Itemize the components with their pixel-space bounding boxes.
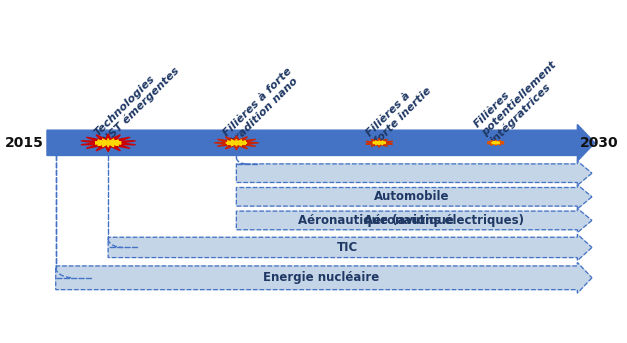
FancyArrow shape — [47, 125, 595, 161]
FancyArrow shape — [56, 262, 592, 293]
Polygon shape — [214, 136, 258, 150]
Text: Filières à
forte inertie: Filières à forte inertie — [364, 77, 433, 146]
Polygon shape — [226, 140, 247, 146]
Text: 2030: 2030 — [580, 136, 619, 150]
Text: Aéronautique: Aéronautique — [364, 214, 458, 227]
FancyArrow shape — [236, 185, 592, 209]
Polygon shape — [81, 134, 135, 152]
FancyArrow shape — [236, 161, 592, 185]
Text: Automobile: Automobile — [374, 190, 449, 203]
Text: TIC: TIC — [337, 241, 358, 254]
FancyArrow shape — [236, 208, 592, 233]
Text: Filières
potentiellement
intégratrices: Filières potentiellement intégratrices — [472, 51, 567, 146]
Polygon shape — [366, 138, 393, 147]
Polygon shape — [492, 142, 500, 144]
Text: Aéronautique (avions électriques): Aéronautique (avions électriques) — [298, 214, 524, 227]
Text: Technologies
NST émergentes: Technologies NST émergentes — [93, 57, 182, 146]
Polygon shape — [373, 141, 386, 145]
Text: Filières à forte
tradition nano: Filières à forte tradition nano — [221, 66, 302, 146]
Text: 2015: 2015 — [5, 136, 44, 150]
Text: Energie nucléaire: Energie nucléaire — [263, 271, 379, 284]
Polygon shape — [487, 140, 504, 145]
FancyArrow shape — [108, 234, 592, 261]
Polygon shape — [95, 139, 121, 147]
